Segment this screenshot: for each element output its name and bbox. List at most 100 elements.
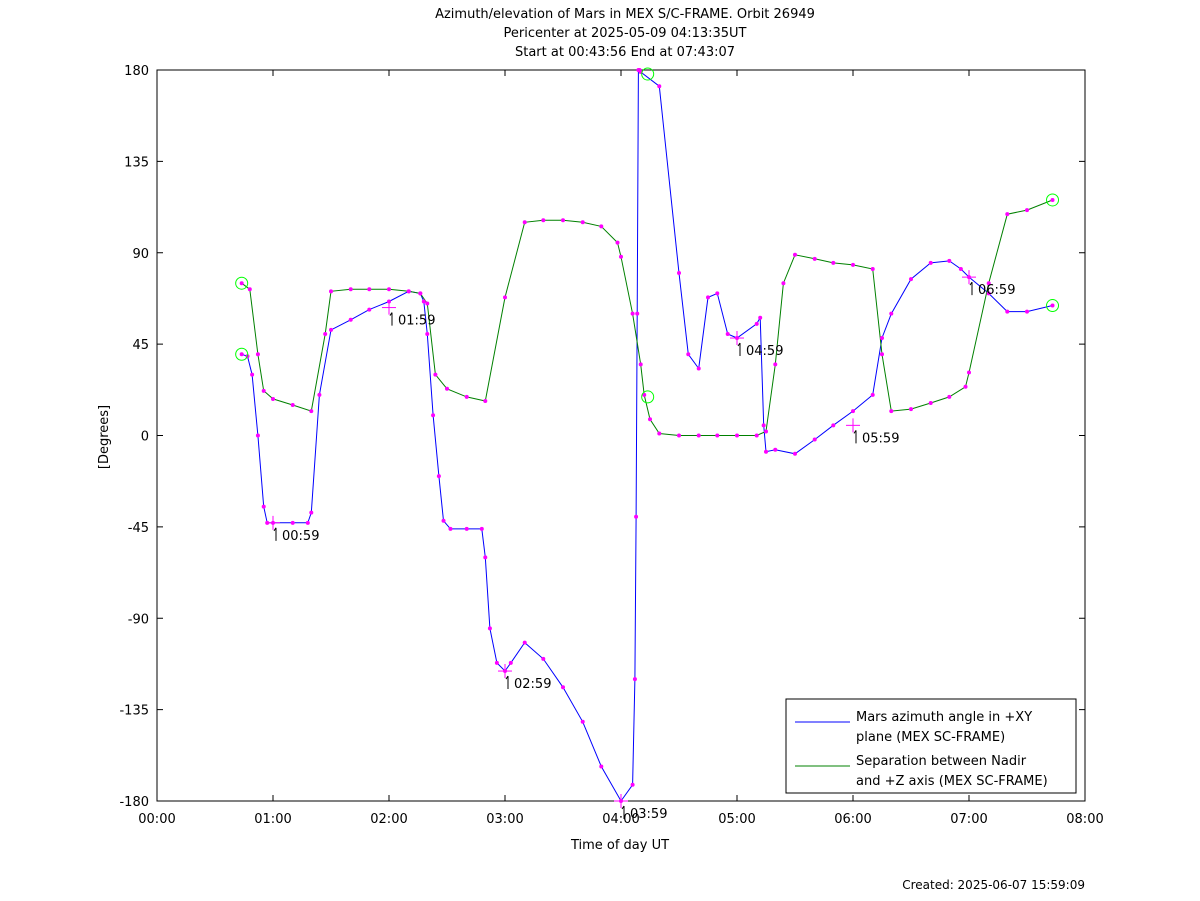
data-point [433, 372, 438, 377]
series-line-azimuth [241, 69, 1053, 802]
legend: Mars azimuth angle in +XY plane (MEX SC-… [785, 698, 1077, 794]
data-point [309, 409, 314, 414]
data-point [630, 311, 635, 316]
data-point [1050, 197, 1055, 202]
x-tick-label: 02:00 [370, 812, 407, 827]
data-point [441, 518, 446, 523]
data-point [561, 685, 565, 690]
data-point [986, 291, 991, 296]
data-point [418, 291, 423, 296]
data-point [255, 433, 260, 438]
legend-label-separation-line1: Separation between Nadir [856, 754, 1027, 769]
legend-label-azimuth-line1: Mars azimuth angle in +XY [856, 710, 1032, 725]
start-end-circle-marker [641, 67, 655, 81]
time-marker-tick [737, 342, 741, 347]
data-point [599, 224, 604, 229]
data-point [464, 394, 469, 399]
data-point [250, 372, 255, 377]
data-point [367, 307, 372, 312]
x-tick-label: 01:00 [254, 812, 291, 827]
data-point [387, 287, 391, 292]
data-point [1050, 303, 1055, 308]
data-point [686, 352, 691, 357]
data-point [793, 252, 797, 257]
data-point [239, 352, 244, 357]
data-point [464, 526, 469, 531]
y-tick-label: 180 [124, 64, 149, 79]
data-point [967, 370, 971, 375]
data-point [909, 277, 913, 282]
data-point [348, 287, 353, 292]
time-marker-label: 00:59 [282, 529, 319, 544]
data-point [239, 281, 244, 286]
data-point [880, 352, 884, 357]
x-tick-label: 03:00 [486, 812, 523, 827]
data-point [479, 526, 484, 531]
data-point [831, 423, 836, 428]
time-marker-label: 02:59 [514, 677, 551, 692]
data-point [323, 331, 328, 336]
marker-layer: 00:59 01:59 02:59 03:59 04:59 05:59 06:59 [235, 67, 1060, 822]
time-marker-tick [969, 281, 973, 286]
data-point [963, 384, 968, 389]
data-point [642, 392, 647, 397]
data-point [880, 336, 884, 341]
data-point [761, 423, 766, 428]
footer-created: Created: 2025-06-07 15:59:09 [902, 878, 1085, 892]
y-tick-label: -180 [119, 795, 149, 810]
data-point [1025, 208, 1029, 213]
data-point [541, 218, 546, 223]
data-point [947, 258, 952, 263]
data-point [348, 317, 353, 322]
series-layer [241, 69, 1053, 802]
time-marker-tick [853, 430, 857, 434]
title-line-2: Pericenter at 2025-05-09 04:13:35UT [503, 26, 746, 41]
time-marker-label: 03:59 [630, 807, 667, 822]
data-point [290, 520, 295, 525]
data-point [725, 331, 730, 336]
data-point [635, 311, 640, 316]
data-point [1005, 212, 1010, 217]
plot-frame [156, 69, 1086, 802]
data-point [425, 331, 430, 336]
data-point [630, 782, 635, 787]
data-point [870, 392, 875, 397]
data-point [508, 660, 513, 665]
y-axis-label: [Degrees] [97, 405, 112, 469]
data-point [928, 260, 933, 265]
data-point [758, 315, 763, 320]
data-point [522, 640, 527, 645]
data-point [406, 289, 411, 294]
time-marker-tick [621, 805, 625, 810]
data-point [638, 362, 643, 367]
data-point [715, 291, 720, 296]
time-marker-label: 05:59 [862, 431, 899, 446]
data-point [909, 407, 913, 412]
start-end-circle-marker [1046, 193, 1060, 207]
data-point [870, 266, 875, 271]
data-point [487, 626, 492, 631]
start-end-circle-marker [235, 276, 249, 290]
y-tick-label: -90 [128, 612, 149, 627]
start-end-circle-marker [1046, 299, 1060, 313]
legend-label-separation-line2: and +Z axis (MEX SC-FRAME) [856, 774, 1048, 789]
data-point [305, 520, 310, 525]
data-point [677, 271, 681, 276]
data-point [715, 433, 720, 438]
data-point [329, 327, 333, 332]
data-point [483, 398, 488, 403]
data-point [445, 386, 449, 391]
y-tick-label: -45 [128, 521, 149, 536]
start-end-circle-marker [641, 390, 655, 404]
data-point [696, 433, 701, 438]
data-point [599, 764, 604, 769]
x-tick-label: 06:00 [834, 812, 871, 827]
data-point [764, 449, 768, 454]
data-point [255, 352, 260, 357]
legend-label-azimuth-line2: plane (MEX SC-FRAME) [856, 730, 1005, 745]
y-tick-label: 45 [132, 338, 149, 353]
time-marker-label: 01:59 [398, 314, 435, 329]
data-point [754, 433, 759, 438]
y-tick-label: 135 [124, 155, 149, 170]
